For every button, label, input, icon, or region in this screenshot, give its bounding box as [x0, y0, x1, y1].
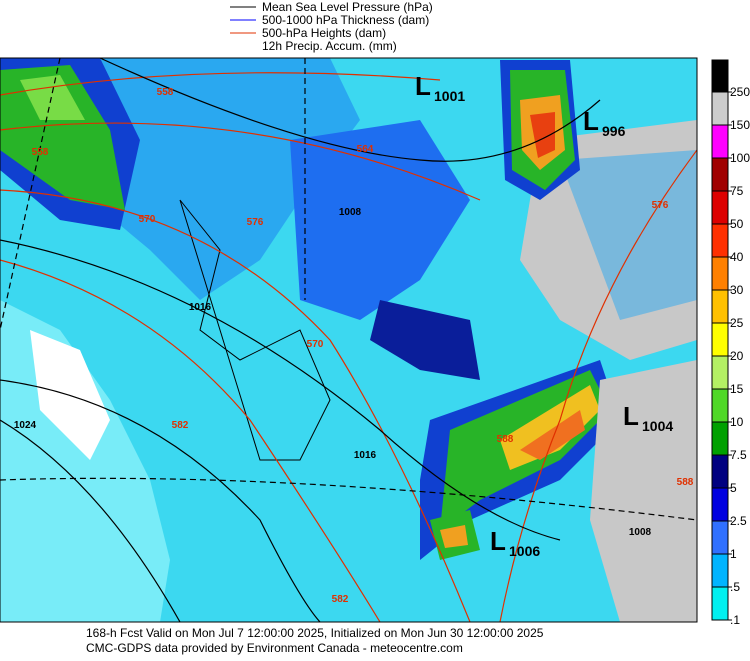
- colorbar-swatch: [712, 422, 728, 455]
- height-label: 588: [497, 434, 514, 445]
- low-value: 1004: [642, 418, 673, 434]
- colorbar-swatch: [712, 224, 728, 257]
- colorbar-label: 150: [730, 118, 750, 132]
- pressure-label: 1008: [339, 207, 362, 218]
- colorbar-swatch: [712, 191, 728, 224]
- colorbar-label: 50: [730, 217, 744, 231]
- colorbar-label: 25: [730, 316, 744, 330]
- colorbar-swatch: [712, 158, 728, 191]
- colorbar-swatch: [712, 587, 728, 620]
- colorbar-label: 10: [730, 415, 744, 429]
- legend-label: Mean Sea Level Pressure (hPa): [262, 0, 433, 14]
- footer: 168-h Fcst Valid on Mon Jul 7 12:00:00 2…: [86, 626, 544, 655]
- height-label: 564: [357, 144, 374, 155]
- colorbar-swatch: [712, 455, 728, 488]
- pressure-label: 1016: [354, 450, 377, 461]
- colorbar-swatch: [712, 290, 728, 323]
- legend: Mean Sea Level Pressure (hPa)500-1000 hP…: [230, 0, 433, 53]
- height-label: 576: [247, 217, 264, 228]
- colorbar-swatch: [712, 488, 728, 521]
- colorbar-label: 7.5: [730, 448, 747, 462]
- height-label: 558: [157, 87, 174, 98]
- legend-label: 500-hPa Heights (dam): [262, 26, 386, 40]
- colorbar-label: 250: [730, 85, 750, 99]
- colorbar-label: 15: [730, 382, 744, 396]
- height-label: 582: [172, 420, 189, 431]
- colorbar-label: 100: [730, 151, 750, 165]
- low-symbol: L: [415, 71, 431, 101]
- footer-line: 168-h Fcst Valid on Mon Jul 7 12:00:00 2…: [86, 626, 544, 640]
- legend-label: 12h Precip. Accum. (mm): [262, 39, 397, 53]
- colorbar-label: .1: [730, 613, 740, 627]
- colorbar-label: 40: [730, 250, 744, 264]
- colorbar-swatch: [712, 92, 728, 125]
- colorbar-swatch: [712, 356, 728, 389]
- colorbar-label: 5: [730, 481, 737, 495]
- colorbar-label: 75: [730, 184, 744, 198]
- colorbar-label: 1: [730, 547, 737, 561]
- colorbar-label: .5: [730, 580, 740, 594]
- map: [0, 58, 697, 622]
- pressure-label: 1016: [189, 302, 212, 313]
- low-value: 996: [602, 123, 626, 139]
- colorbar-swatch: [712, 60, 728, 92]
- low-symbol: L: [583, 106, 599, 136]
- colorbar-label: 2.5: [730, 514, 747, 528]
- height-label: 558: [32, 147, 49, 158]
- colorbar: 250 150 100 75 50 40 30 25 20 15 10 7.5 5 2.5 1 .5 .1: [711, 59, 750, 627]
- low-value: 1001: [434, 88, 465, 104]
- height-label: 576: [652, 200, 669, 211]
- colorbar-label: 20: [730, 349, 744, 363]
- colorbar-swatch: [712, 389, 728, 422]
- footer-line: CMC-GDPS data provided by Environment Ca…: [86, 641, 463, 655]
- legend-label: 500-1000 hPa Thickness (dam): [262, 13, 429, 27]
- low-symbol: L: [490, 526, 506, 556]
- height-label: 570: [307, 339, 324, 350]
- pressure-label: 1008: [629, 527, 652, 538]
- map-frame: [0, 57, 698, 623]
- colorbar-swatch: [712, 257, 728, 290]
- height-label: 582: [332, 594, 349, 605]
- colorbar-swatch: [712, 521, 728, 554]
- low-symbol: L: [623, 401, 639, 431]
- low-value: 1006: [509, 543, 540, 559]
- colorbar-swatch: [712, 125, 728, 158]
- colorbar-swatch: [712, 323, 728, 356]
- colorbar-label: 30: [730, 283, 744, 297]
- pressure-label: 1024: [14, 420, 37, 431]
- height-label: 588: [677, 477, 694, 488]
- height-label: 570: [139, 214, 156, 225]
- colorbar-swatch: [712, 554, 728, 587]
